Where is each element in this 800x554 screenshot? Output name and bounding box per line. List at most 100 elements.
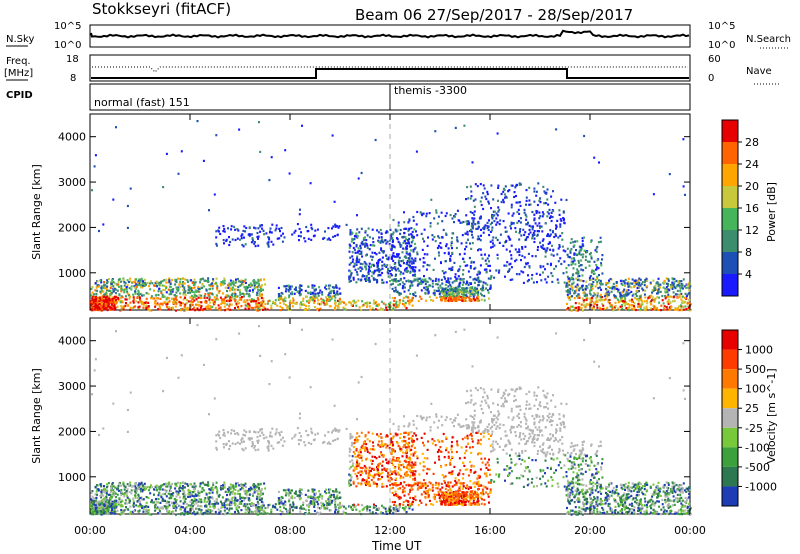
- power-cell: [267, 245, 270, 248]
- power-cell: [469, 267, 472, 270]
- power-cell: [125, 298, 128, 301]
- power-cell: [676, 284, 679, 287]
- power-cell: [633, 306, 636, 309]
- power-cell: [195, 298, 198, 301]
- power-cell: [449, 298, 452, 301]
- power-cell: [168, 279, 171, 282]
- velocity-cell: [168, 483, 171, 486]
- power-cell: [484, 259, 487, 262]
- velocity-cell: [172, 492, 175, 495]
- power-cell: [126, 284, 129, 287]
- power-cell: [510, 227, 512, 230]
- power-cell: [115, 292, 117, 295]
- power-cell: [465, 214, 468, 217]
- velocity-cell: [211, 497, 214, 500]
- power-cell: [202, 308, 205, 311]
- power-cell: [568, 307, 571, 310]
- power-cell: [171, 297, 173, 300]
- power-cell: [631, 298, 633, 301]
- velocity-cell: [148, 486, 151, 489]
- power-cell: [397, 240, 400, 243]
- velocity-cell: [175, 506, 178, 509]
- power-cell: [104, 308, 107, 311]
- power-cell: [120, 304, 123, 308]
- power-cell: [668, 306, 671, 309]
- power-cell: [307, 299, 310, 302]
- power-cell: [194, 296, 197, 299]
- power-cell: [496, 253, 499, 256]
- velocity-cell: [240, 483, 243, 486]
- power-cell: [557, 260, 560, 263]
- power-cell: [531, 255, 534, 258]
- power-cell: [443, 275, 446, 279]
- power-cell: [667, 293, 670, 296]
- velocity-cell: [246, 503, 249, 506]
- freq-step-line: [91, 68, 689, 79]
- power-cell: [313, 301, 316, 304]
- power-cell: [424, 278, 427, 281]
- power-cell: [168, 297, 171, 300]
- power-cell: [208, 209, 210, 212]
- power-cell: [354, 301, 357, 304]
- power-cell: [575, 309, 578, 312]
- power-cell: [253, 284, 256, 287]
- power-cell: [234, 293, 237, 296]
- power-cell: [645, 299, 648, 302]
- power-cell: [518, 273, 521, 276]
- power-cell: [412, 296, 414, 299]
- power-cell: [116, 301, 118, 304]
- power-cell: [628, 304, 631, 307]
- power-cell: [397, 304, 400, 307]
- power-cell: [652, 289, 655, 292]
- power-cell: [160, 280, 163, 283]
- power-cell: [111, 296, 114, 299]
- power-cell: [619, 305, 622, 308]
- power-cell: [594, 285, 597, 288]
- power-cell: [234, 295, 236, 298]
- power-cell: [601, 308, 604, 311]
- power-cell: [223, 230, 226, 233]
- power-cell: [571, 276, 574, 279]
- power-cell: [622, 300, 625, 303]
- velocity-cell: [158, 508, 161, 511]
- power-cell: [502, 244, 505, 247]
- power-cell: [406, 239, 409, 242]
- power-cell: [530, 225, 533, 228]
- power-cell: [460, 242, 463, 245]
- power-cell: [583, 236, 585, 239]
- power-cell: [126, 290, 129, 293]
- power-cell: [267, 243, 270, 246]
- power-cell: [428, 295, 431, 298]
- power-cell: [316, 308, 319, 311]
- power-cell: [112, 290, 115, 293]
- velocity-cell: [122, 481, 125, 484]
- power-cell: [425, 215, 428, 218]
- power-cell: [275, 227, 278, 230]
- power-cell: [197, 300, 199, 303]
- velocity-cell: [139, 505, 142, 508]
- power-cell: [196, 290, 199, 293]
- power-cell: [334, 293, 337, 296]
- power-cell: [392, 304, 395, 307]
- velocity-cell: [125, 492, 128, 495]
- velocity-cell: [239, 500, 242, 503]
- power-cell: [596, 306, 599, 309]
- power-cell: [90, 309, 93, 312]
- power-cell: [453, 261, 456, 264]
- power-cell: [437, 251, 440, 254]
- power-cell: [559, 234, 562, 237]
- velocity-cell: [153, 501, 156, 504]
- power-cell: [387, 258, 390, 261]
- velocity-cell: [134, 485, 137, 488]
- power-cell: [268, 179, 271, 182]
- velocity-cell: [96, 493, 99, 496]
- velocity-cell: [133, 502, 135, 505]
- velocity-cell: [229, 491, 232, 494]
- power-cell: [638, 277, 641, 280]
- velocity-cell: [138, 486, 141, 489]
- power-cell: [550, 219, 553, 223]
- velocity-cell: [251, 494, 254, 497]
- power-cell: [280, 295, 282, 298]
- ytick-label: 4000: [58, 131, 86, 144]
- power-cell: [343, 301, 345, 304]
